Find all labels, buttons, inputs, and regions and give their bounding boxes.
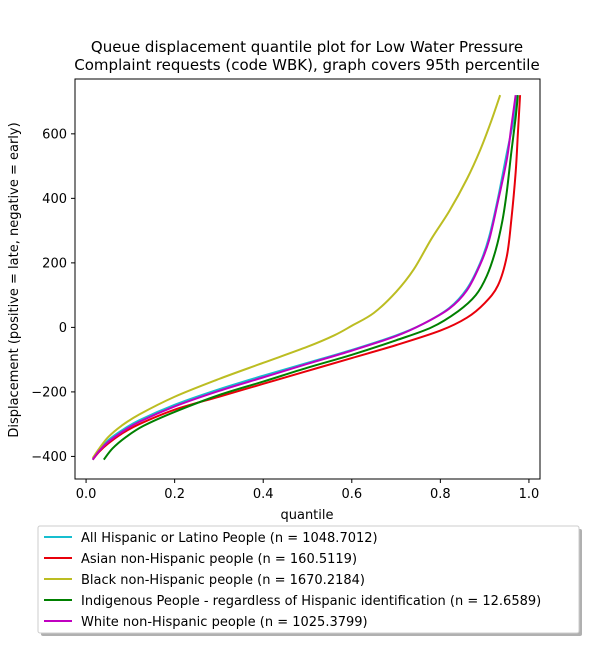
plot-area-frame: [74, 78, 541, 480]
series-line-3: [102, 95, 519, 461]
legend-label-2: Black non-Hispanic people (n = 1670.2184…: [81, 573, 365, 588]
x-tick-label: 0.4: [253, 487, 274, 502]
legend-label-0: All Hispanic or Latino People (n = 1048.…: [81, 531, 378, 546]
series-line-4: [91, 94, 517, 461]
x-tick-label: 0.6: [341, 487, 362, 502]
x-tick-label: 0.8: [430, 487, 451, 502]
chart-title-line-2: Complaint requests (code WBK), graph cov…: [74, 56, 539, 74]
x-tick-label: 0.2: [164, 487, 185, 502]
legend-label-3: Indigenous People - regardless of Hispan…: [81, 594, 541, 609]
legend-label-4: White non-Hispanic people (n = 1025.3799…: [81, 615, 368, 630]
chart-title-line-1: Queue displacement quantile plot for Low…: [91, 38, 523, 56]
series-line-1: [91, 95, 522, 461]
x-tick-label: 0.0: [76, 487, 97, 502]
y-axis-label: Displacement (positive = late, negative …: [7, 122, 22, 437]
y-tick-label: 200: [42, 256, 67, 271]
y-tick-label: 600: [42, 127, 67, 142]
y-tick-label: −200: [31, 385, 67, 400]
x-axis-label: quantile: [280, 508, 333, 523]
x-tick-label: 1.0: [519, 487, 540, 502]
ticks-layer: 0.0 0.2 0.4 0.6 0.8 1.0 −400 −200 0 200 400 600: [31, 127, 539, 502]
series-line-2: [91, 94, 502, 459]
legend-label-1: Asian non-Hispanic people (n = 160.5119): [81, 552, 357, 567]
y-tick-label: −400: [31, 450, 67, 465]
legend: All Hispanic or Latino People (n = 1048.…: [37, 525, 582, 636]
y-tick-label: 0: [59, 321, 67, 336]
legend-items: All Hispanic or Latino People (n = 1048.…: [44, 531, 541, 630]
legend-box: [37, 525, 580, 634]
y-tick-label: 400: [42, 192, 67, 207]
series-layer: [91, 94, 522, 461]
